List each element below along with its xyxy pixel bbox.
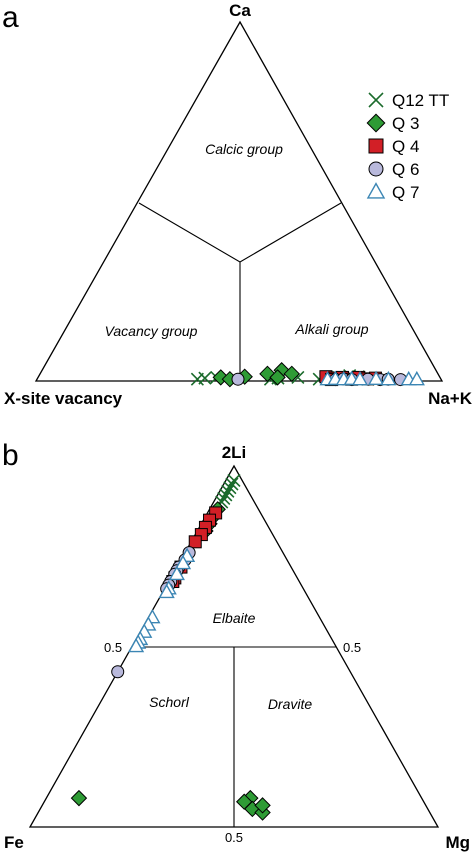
panel-a-vertex-na-k: Na+K <box>428 389 473 408</box>
panel-a-field-alkali: Alkali group <box>294 321 368 337</box>
panel-b-point-q-3-8 <box>254 797 271 814</box>
panel-b-point-q-4-4 <box>188 535 202 549</box>
panel-b-point-q12-tt-2 <box>223 481 237 495</box>
panel-b-field-schorl: Schorl <box>149 694 190 710</box>
panel-b-vertex-fe: Fe <box>4 833 24 852</box>
panel-b-tick-right: 0.5 <box>343 640 361 655</box>
legend-marker-q-3 <box>366 113 386 133</box>
panel-b-letter: b <box>2 439 19 472</box>
panel-a-point-q-7-5 <box>367 370 385 386</box>
legend-label-q-4: Q 4 <box>392 137 419 156</box>
legend-label-q12-tt: Q12 TT <box>392 91 449 110</box>
panel-b-point-q12-tt-1 <box>225 477 239 491</box>
panel-a-letter: a <box>2 1 19 34</box>
panel-a-data-points <box>190 362 425 388</box>
legend-label-q-3: Q 3 <box>392 114 419 133</box>
panel-b: b 2Li Fe Mg Elbaite Schorl Dravite 0.5 0… <box>2 439 470 852</box>
panel-b-point-q-6-8 <box>111 665 125 679</box>
legend-label-q-6: Q 6 <box>392 160 419 179</box>
legend-marker-q12-tt <box>368 92 384 108</box>
legend-marker-q-6 <box>368 161 384 177</box>
panel-a: a Ca X-site vacancy Na+K Calcic group Va… <box>2 1 473 408</box>
panel-b-point-q-3-4 <box>70 789 88 807</box>
panel-b-point-q-7-2 <box>168 565 185 581</box>
panel-a-point-q-7-8 <box>408 370 425 386</box>
panel-a-point-q-3-6 <box>269 369 286 386</box>
panel-a-point-q-3-5 <box>283 365 301 383</box>
panel-a-legend: Q12 TT Q 3 Q 4 Q 6 Q 7 <box>366 91 449 202</box>
panel-a-vertex-x-site-vacancy: X-site vacancy <box>4 389 123 408</box>
legend-marker-q-7 <box>366 182 386 199</box>
legend-marker-q-4 <box>368 138 384 154</box>
panel-b-point-q12-tt-0 <box>227 473 241 488</box>
panel-a-point-q-6-0 <box>231 372 245 386</box>
panel-a-triangle <box>34 20 444 382</box>
panel-a-point-q-7-6 <box>380 370 397 386</box>
panel-a-point-q12-tt-1 <box>198 371 212 385</box>
legend-label-q-7: Q 7 <box>392 183 419 202</box>
panel-b-point-q-7-10 <box>127 637 145 653</box>
panel-b-data-points <box>70 473 271 821</box>
panel-b-point-q12-tt-5 <box>217 491 231 506</box>
panel-b-point-q12-tt-4 <box>219 488 233 502</box>
panel-b-point-q-7-1 <box>174 554 192 570</box>
panel-a-field-vacancy: Vacancy group <box>105 323 198 339</box>
panel-b-tick-bottom: 0.5 <box>225 830 243 845</box>
panel-b-point-q12-tt-3 <box>221 484 235 498</box>
panel-b-vertex-2li: 2Li <box>222 443 247 462</box>
panel-b-field-elbaite: Elbaite <box>213 610 256 626</box>
panel-b-point-q-3-9 <box>235 793 253 810</box>
panel-a-boundary-calcic <box>138 202 342 263</box>
panel-b-vertex-mg: Mg <box>445 833 470 852</box>
panel-a-field-calcic: Calcic group <box>205 141 283 157</box>
panel-b-point-q-7-4 <box>158 583 175 599</box>
panel-a-point-q-7-4 <box>351 370 369 386</box>
panel-a-vertex-ca: Ca <box>229 1 251 20</box>
panel-b-field-dravite: Dravite <box>268 696 313 712</box>
panel-b-tick-left: 0.5 <box>104 640 122 655</box>
